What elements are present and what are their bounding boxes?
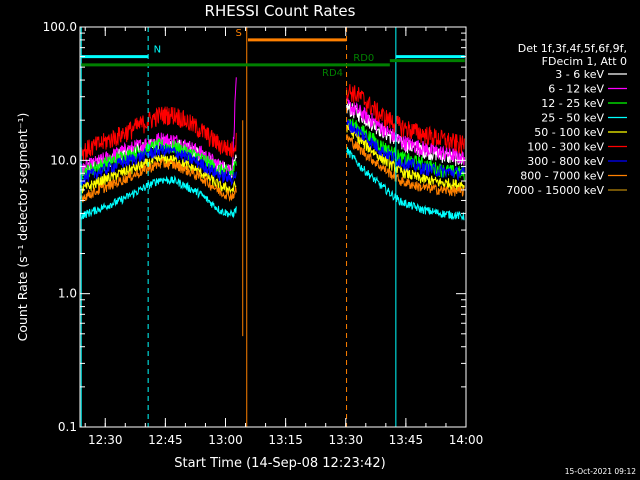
y-axis-label: Count Rate (s⁻¹ detector segment⁻¹) xyxy=(15,113,30,342)
plot-frame xyxy=(79,26,467,428)
x-tick-label: 12:30 xyxy=(88,433,123,447)
series-line xyxy=(79,157,237,203)
series-line xyxy=(346,120,465,191)
series-line xyxy=(79,154,237,195)
x-tick-label: 13:45 xyxy=(389,433,424,447)
legend-label: 100 - 300 keV xyxy=(527,141,604,154)
state-bar-label: N xyxy=(154,45,161,56)
series-line xyxy=(346,118,465,181)
state-bar-label: S xyxy=(236,28,242,39)
legend-label: 3 - 6 keV xyxy=(555,68,604,81)
series-line xyxy=(79,106,237,162)
series-line xyxy=(79,138,237,180)
legend: Det 1f,3f,4f,5f,6f,9f, FDecim 1, Att 0 3… xyxy=(506,42,627,197)
x-tick-label: 13:30 xyxy=(328,433,363,447)
legend-label: 12 - 25 keV xyxy=(541,97,604,110)
state-bar-label: RD0 xyxy=(353,53,374,64)
chart-title: RHESSI Count Rates xyxy=(205,2,356,20)
y-tick-label: 10.0 xyxy=(50,153,77,167)
x-tick-label: 13:00 xyxy=(208,433,243,447)
state-bar-label: RD4 xyxy=(322,68,343,79)
legend-header-line-1: Det 1f,3f,4f,5f,6f,9f, xyxy=(518,42,627,55)
x-tick-label: 12:45 xyxy=(148,433,183,447)
x-tick-label: 14:00 xyxy=(449,433,484,447)
series-line xyxy=(346,147,465,221)
legend-header-line-2: FDecim 1, Att 0 xyxy=(542,55,627,68)
y-tick-label: 100.0 xyxy=(43,20,77,34)
x-tick-label: 13:15 xyxy=(268,433,303,447)
series-line xyxy=(346,117,465,182)
x-axis-label: Start Time (14-Sep-08 12:23:42) xyxy=(174,456,385,471)
footer-timestamp: 15-Oct-2021 09:12 xyxy=(565,467,636,476)
legend-label: 25 - 50 keV xyxy=(541,112,604,125)
legend-label: 7000 - 15000 keV xyxy=(506,184,604,197)
legend-label: 300 - 800 keV xyxy=(527,155,604,168)
legend-label: 800 - 7000 keV xyxy=(520,170,604,183)
y-tick-label: 0.1 xyxy=(58,420,77,434)
series-line xyxy=(79,144,237,187)
series-line xyxy=(346,102,465,167)
y-axis: 0.1 1.0 10.0 100.0 xyxy=(43,20,466,434)
series-line xyxy=(346,134,465,197)
y-tick-label: 1.0 xyxy=(58,287,77,301)
series-line xyxy=(79,175,237,220)
series-line xyxy=(346,84,465,154)
series-line xyxy=(346,97,465,166)
legend-label: 6 - 12 keV xyxy=(548,83,604,96)
legend-label: 50 - 100 keV xyxy=(534,126,604,139)
x-axis: 12:30 12:45 13:00 13:15 13:30 13:45 14:00 xyxy=(84,27,484,447)
